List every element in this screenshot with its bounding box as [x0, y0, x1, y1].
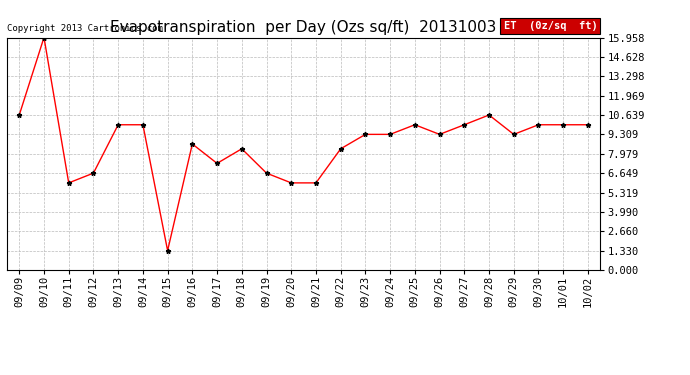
Text: Copyright 2013 Cartronics.com: Copyright 2013 Cartronics.com: [7, 24, 163, 33]
Text: ET  (0z/sq  ft): ET (0z/sq ft): [504, 21, 598, 31]
Title: Evapotranspiration  per Day (Ozs sq/ft)  20131003: Evapotranspiration per Day (Ozs sq/ft) 2…: [110, 20, 497, 35]
